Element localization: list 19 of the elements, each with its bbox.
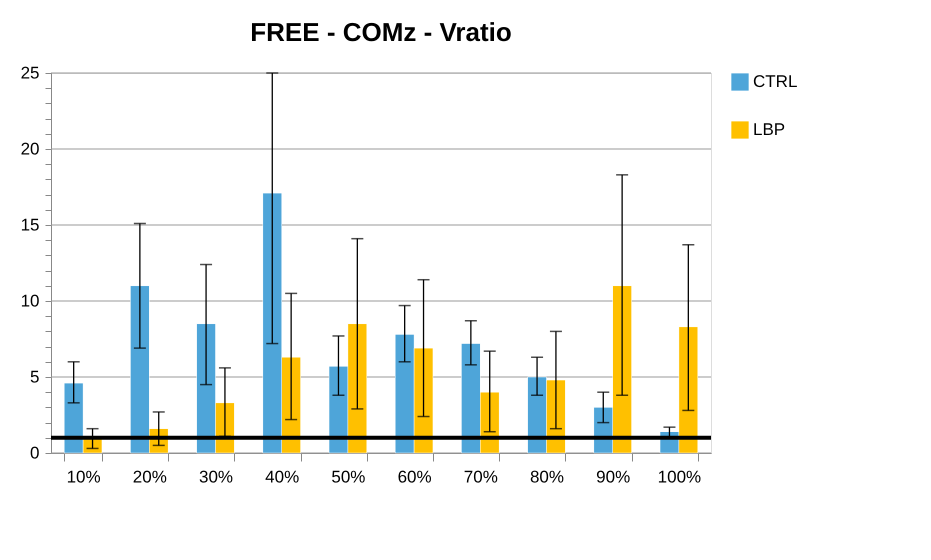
x-tick-label: 80% <box>530 468 564 486</box>
x-tick-label: 60% <box>398 468 432 486</box>
y-tick-label: 25 <box>20 64 40 82</box>
x-tick-label: 100% <box>658 468 702 486</box>
x-tick-label: 10% <box>66 468 101 486</box>
y-tick-label: 0 <box>30 444 40 462</box>
legend-label: LBP <box>753 120 786 139</box>
x-tick-label: 70% <box>464 468 498 486</box>
y-tick-label: 5 <box>30 368 40 386</box>
y-tick-label: 15 <box>20 216 40 234</box>
chart-title: FREE - COMz - Vratio <box>250 17 512 47</box>
y-tick-label: 20 <box>20 140 40 158</box>
legend-label: CTRL <box>753 72 798 91</box>
x-tick-label: 40% <box>265 468 300 486</box>
x-tick-label: 90% <box>596 468 630 486</box>
x-tick-label: 50% <box>331 468 366 486</box>
y-tick-label: 10 <box>20 292 40 310</box>
x-tick-label: 30% <box>198 468 234 486</box>
x-tick-label: 20% <box>132 468 167 486</box>
